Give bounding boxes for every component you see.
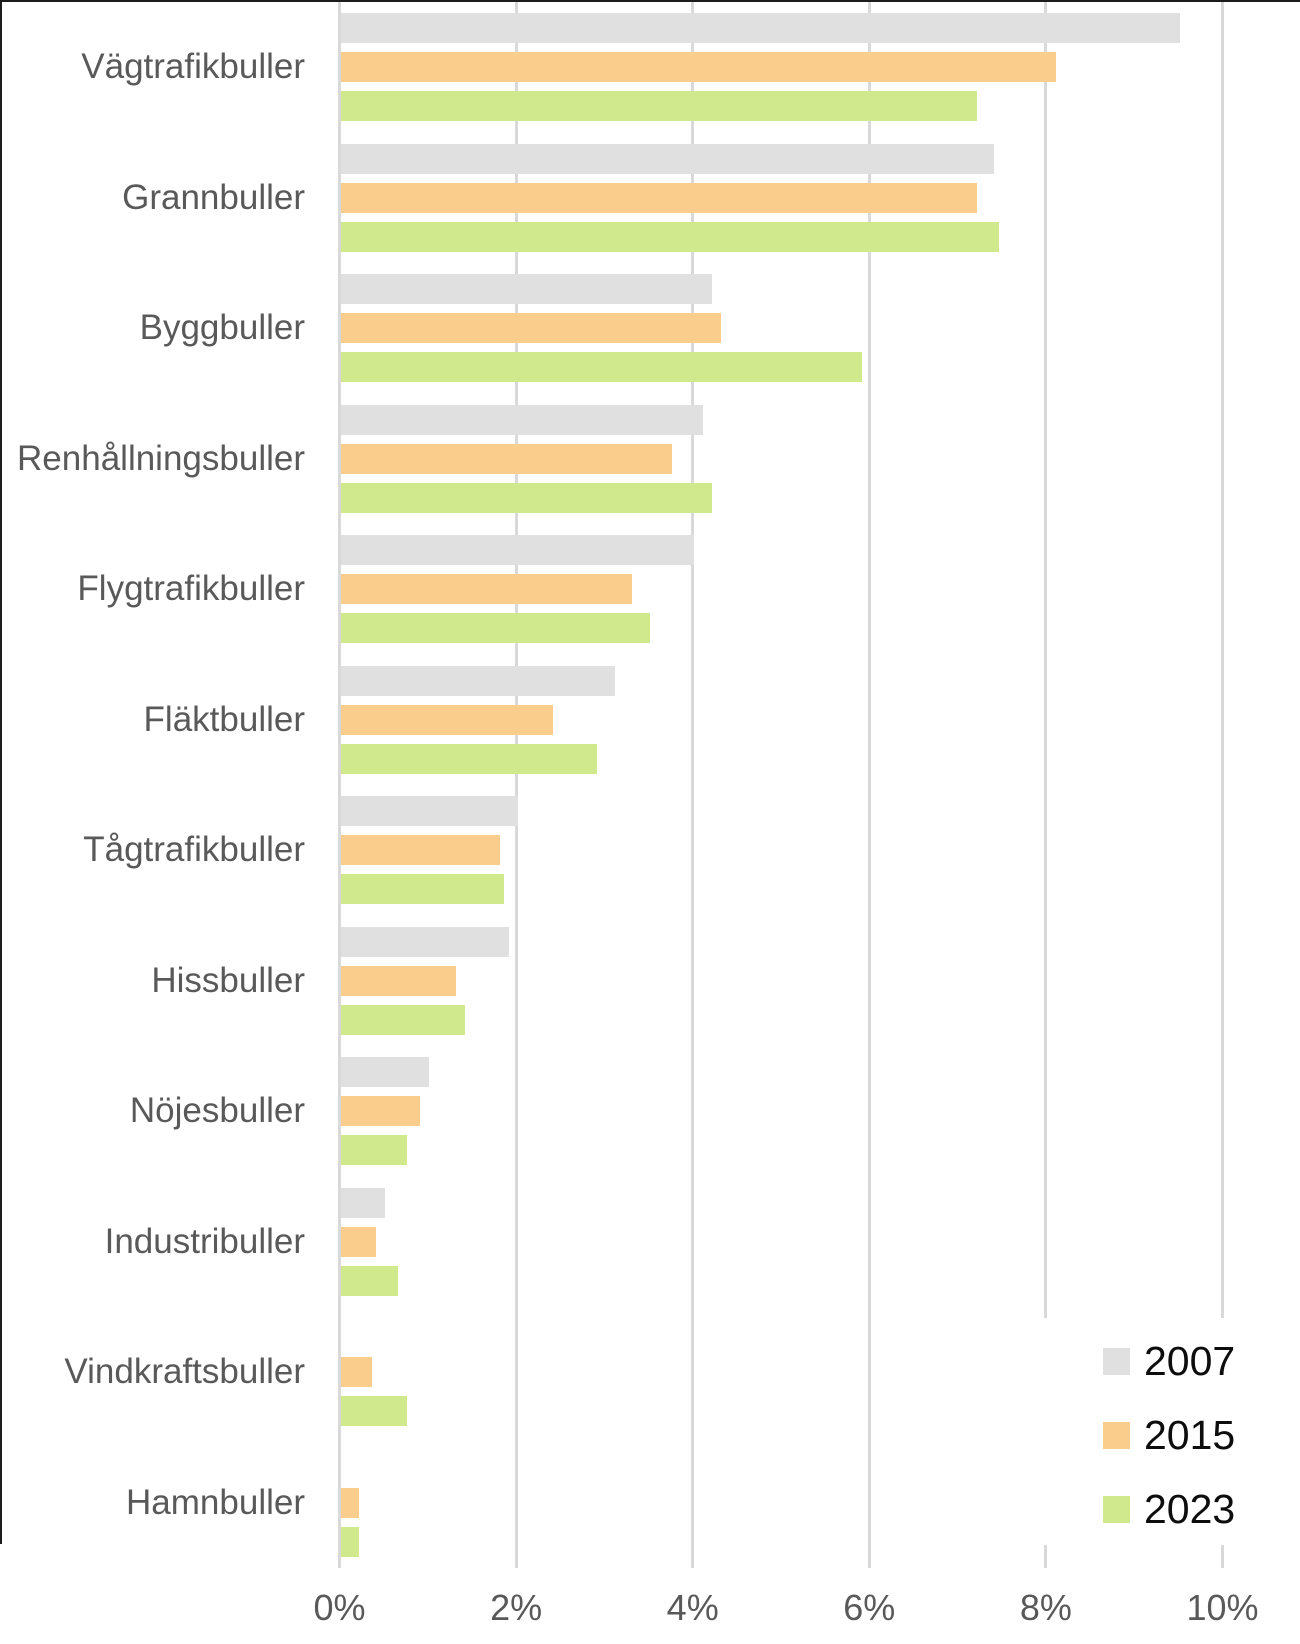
- screenshot-border-top: [0, 0, 1300, 2]
- bar-2007-grannbuller: [341, 144, 994, 174]
- gridline-0pct: [338, 2, 341, 1568]
- bar-2023-renhållningsbuller: [341, 483, 712, 513]
- bar-2007-byggbuller: [341, 274, 712, 304]
- legend-label-2015: 2015: [1144, 1412, 1236, 1458]
- category-label-hissbuller: Hissbuller: [151, 961, 305, 1000]
- bar-2023-hissbuller: [341, 1005, 465, 1035]
- bar-2007-industribuller: [341, 1188, 385, 1218]
- bar-2023-fläktbuller: [341, 744, 597, 774]
- bar-2007-tågtrafikbuller: [341, 796, 518, 826]
- bar-2007-renhållningsbuller: [341, 405, 703, 435]
- bar-2015-tågtrafikbuller: [341, 835, 500, 865]
- bar-2015-grannbuller: [341, 183, 977, 213]
- bar-2023-hamnbuller: [341, 1527, 359, 1557]
- x-tick-label-10pct: 10%: [1186, 1587, 1259, 1628]
- bar-2015-fläktbuller: [341, 705, 553, 735]
- bar-2015-hissbuller: [341, 966, 456, 996]
- legend: 2007 2015 2023: [1038, 1318, 1300, 1545]
- bar-2015-industribuller: [341, 1227, 376, 1257]
- legend-swatch-2007: [1103, 1347, 1130, 1375]
- legend-label-2007: 2007: [1144, 1338, 1236, 1384]
- bar-2007-flygtrafikbuller: [341, 535, 694, 565]
- bar-2023-vägtrafikbuller: [341, 91, 977, 121]
- gridline-6pct: [867, 2, 871, 1568]
- category-label-industribuller: Industribuller: [104, 1222, 305, 1261]
- bar-2015-flygtrafikbuller: [341, 574, 632, 604]
- category-label-tågtrafikbuller: Tågtrafikbuller: [83, 830, 305, 869]
- bar-2015-hamnbuller: [341, 1488, 359, 1518]
- category-label-flygtrafikbuller: Flygtrafikbuller: [77, 569, 305, 608]
- bar-2023-nöjesbuller: [341, 1135, 407, 1165]
- gridline-10pct: [1221, 2, 1224, 1568]
- category-label-vägtrafikbuller: Vägtrafikbuller: [81, 47, 305, 86]
- category-label-vindkraftsbuller: Vindkraftsbuller: [64, 1352, 305, 1391]
- category-label-hamnbuller: Hamnbuller: [126, 1483, 305, 1522]
- gridline-4pct: [691, 2, 695, 1568]
- bar-2023-grannbuller: [341, 222, 999, 252]
- legend-item-2023: 2023: [1103, 1486, 1300, 1532]
- category-label-grannbuller: Grannbuller: [122, 178, 305, 217]
- bar-2023-tågtrafikbuller: [341, 874, 504, 904]
- bar-2015-byggbuller: [341, 313, 721, 343]
- legend-swatch-2023: [1103, 1495, 1130, 1523]
- bar-2023-vindkraftsbuller: [341, 1396, 407, 1426]
- legend-item-2015: 2015: [1103, 1412, 1300, 1458]
- bar-2015-vindkraftsbuller: [341, 1357, 372, 1387]
- gridline-8pct: [1044, 2, 1048, 1568]
- bar-2007-fläktbuller: [341, 666, 615, 696]
- bar-2015-vägtrafikbuller: [341, 52, 1056, 82]
- gridline-2pct: [514, 2, 518, 1568]
- bar-2023-industribuller: [341, 1266, 398, 1296]
- x-tick-label-8pct: 8%: [1019, 1587, 1072, 1628]
- bar-2007-nöjesbuller: [341, 1057, 429, 1087]
- screenshot-border-left: [0, 0, 2, 1544]
- bar-2007-vägtrafikbuller: [341, 13, 1180, 43]
- legend-swatch-2015: [1103, 1421, 1130, 1449]
- category-label-fläktbuller: Fläktbuller: [143, 700, 305, 739]
- bar-2023-flygtrafikbuller: [341, 613, 650, 643]
- x-tick-label-2pct: 2%: [490, 1587, 543, 1628]
- category-label-byggbuller: Byggbuller: [139, 308, 305, 347]
- bar-2007-hissbuller: [341, 927, 509, 957]
- x-tick-label-0pct: 0%: [313, 1587, 366, 1628]
- bar-2015-renhållningsbuller: [341, 444, 672, 474]
- category-label-nöjesbuller: Nöjesbuller: [129, 1091, 305, 1130]
- legend-label-2023: 2023: [1144, 1486, 1236, 1532]
- legend-item-2007: 2007: [1103, 1338, 1300, 1384]
- category-label-renhållningsbuller: Renhållningsbuller: [17, 439, 305, 478]
- x-tick-label-6pct: 6%: [843, 1587, 896, 1628]
- bar-2015-nöjesbuller: [341, 1096, 420, 1126]
- x-tick-label-4pct: 4%: [666, 1587, 719, 1628]
- bar-2023-byggbuller: [341, 352, 862, 382]
